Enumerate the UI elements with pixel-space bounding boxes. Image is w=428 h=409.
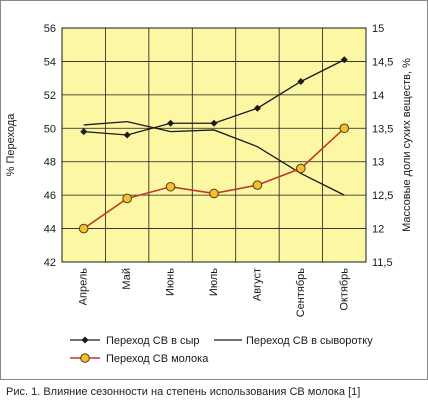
- series-point-circle: [122, 193, 132, 204]
- y-tick-label-right: 11,5: [372, 257, 393, 269]
- series-point-circle: [339, 123, 350, 134]
- legend-swatch-circle: [80, 353, 90, 363]
- y-tick-label-right: 13,5: [372, 123, 393, 135]
- y-tick-label-right: 14: [372, 90, 384, 102]
- y-axis-left: 42 44 46 48 50 52 54 56: [44, 23, 56, 269]
- series-point-circle: [296, 163, 306, 174]
- y-tick-label-left: 48: [44, 157, 56, 169]
- x-tick-label: Апрель: [78, 268, 90, 306]
- series-point-diamond: [210, 119, 218, 127]
- y-tick-label-right: 12,5: [372, 190, 393, 202]
- y-tick-label-left: 42: [44, 257, 56, 269]
- legend-label: Переход СВ в сыворотку: [246, 335, 373, 347]
- y-tick-label-left: 52: [44, 90, 56, 102]
- series-point-circle: [78, 223, 89, 234]
- y-axis-title-left: % Перехода: [5, 113, 17, 177]
- series-point-diamond: [123, 131, 131, 139]
- figure-caption: Рис. 1. Влияние сезонности на степень ис…: [6, 386, 361, 398]
- y-tick-label-left: 54: [44, 56, 56, 68]
- series-point-diamond: [167, 119, 175, 127]
- series-point-diamond: [80, 128, 88, 136]
- y-tick-label-left: 44: [44, 224, 56, 236]
- y-tick-label-left: 50: [44, 123, 56, 135]
- series-point-diamond: [340, 56, 348, 64]
- x-tick-label: Июль: [208, 268, 220, 296]
- x-tick-label: Август: [251, 268, 263, 301]
- y-axis-title-right: Массовые доли сухих веществ, %: [401, 58, 413, 232]
- series-layer: [78, 56, 350, 234]
- y-tick-label-right: 15: [372, 23, 384, 35]
- plot-area: [61, 27, 367, 263]
- series-line: [83, 120, 345, 196]
- x-tick-label: Сентябрь: [295, 268, 307, 318]
- x-tick-label: Июнь: [165, 268, 177, 296]
- legend-swatch-diamond: [81, 336, 89, 344]
- series-point-diamond: [253, 104, 261, 112]
- y-tick-label-left: 56: [44, 23, 56, 35]
- x-tick-label: Октябрь: [338, 268, 350, 311]
- y-tick-label-left: 46: [44, 190, 56, 202]
- y-tick-label-right: 12: [372, 224, 384, 236]
- y-tick-label-right: 13: [372, 157, 384, 169]
- legend-label: Переход СВ в сыр: [106, 335, 200, 347]
- x-tick-label: Май: [121, 268, 133, 290]
- x-axis: Апрель Май Июнь Июль Август Сентябрь Октябрь: [78, 268, 351, 318]
- y-axis-right: 11,5 12 12,5 13 13,5 14 14,5 15: [372, 23, 393, 269]
- legend: Переход СВ в сыр Переход СВ в сыворотку Пе…: [70, 335, 373, 365]
- series-point-circle: [165, 181, 176, 192]
- grid: [62, 27, 366, 263]
- series-point-circle: [209, 188, 219, 199]
- series-point-circle: [252, 180, 263, 190]
- legend-label: Переход СВ молока: [106, 353, 209, 365]
- series-point-diamond: [297, 77, 305, 85]
- y-tick-label-right: 14,5: [372, 56, 393, 68]
